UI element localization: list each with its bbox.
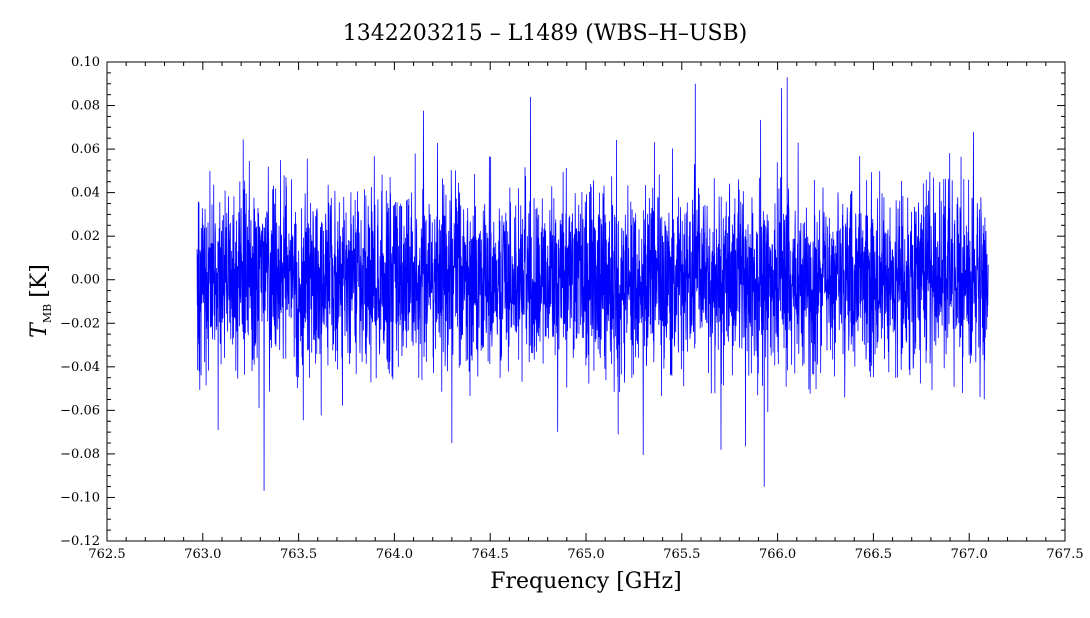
x-axis-label: Frequency [GHz] — [490, 569, 682, 594]
y-tick-label: 0.02 — [71, 229, 100, 244]
y-tick-label: −0.10 — [60, 490, 100, 505]
x-axis: 762.5 763.0 763.5 764.0 764.5 765.0 765.5 766.0… — [88, 62, 1084, 562]
y-tick-label: −0.08 — [60, 447, 100, 462]
x-tick-label: 764.0 — [376, 547, 413, 562]
y-tick-label: 0.08 — [71, 99, 100, 114]
y-tick-label: 0.06 — [71, 142, 100, 157]
x-tick-label: 766.5 — [855, 547, 892, 562]
y-tick-label: 0.00 — [71, 273, 100, 288]
x-tick-label: 765.0 — [567, 547, 604, 562]
x-tick-label: 762.5 — [88, 547, 125, 562]
spectrum-series-line — [196, 77, 989, 491]
y-axis: −0.12 −0.10 −0.08 −0.06 −0.04 −0.02 0.00 0.02 0.… — [60, 55, 1065, 549]
y-tick-label: −0.06 — [60, 403, 100, 418]
x-tick-label: 765.5 — [663, 547, 700, 562]
y-tick-label: 0.10 — [71, 55, 100, 70]
chart-title: 1342203215 – L1489 (WBS–H–USB) — [343, 21, 748, 46]
y-tick-label: 0.04 — [71, 186, 100, 201]
y-axis-label-subscript: MB — [41, 304, 54, 323]
plot-area — [196, 77, 989, 491]
y-axis-label-symbol: T — [27, 321, 52, 338]
x-tick-label: 767.5 — [1046, 547, 1083, 562]
y-tick-label: −0.04 — [60, 360, 100, 375]
y-tick-label: −0.02 — [60, 316, 100, 331]
x-tick-label: 763.0 — [184, 547, 221, 562]
y-axis-label: TMB [K] — [27, 264, 54, 338]
x-tick-label: 764.5 — [472, 547, 509, 562]
x-tick-label: 766.0 — [759, 547, 796, 562]
y-tick-label: −0.12 — [60, 534, 100, 549]
x-tick-label: 763.5 — [280, 547, 317, 562]
y-axis-label-group: TMB [K] — [27, 264, 54, 338]
y-axis-label-unit: [K] — [27, 264, 52, 298]
x-tick-label: 767.0 — [951, 547, 988, 562]
